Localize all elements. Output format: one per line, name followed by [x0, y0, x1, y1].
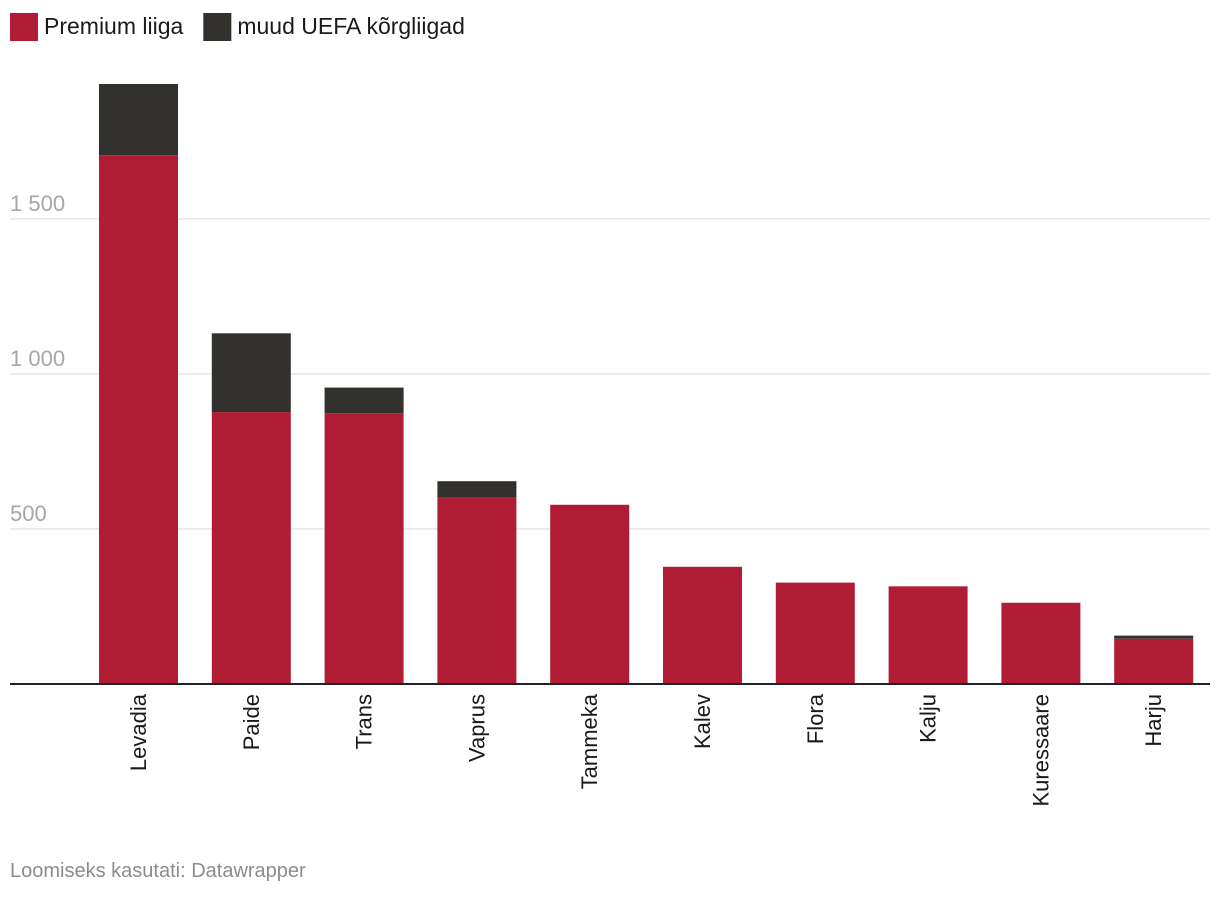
category-label-trans: Trans — [352, 694, 377, 749]
legend-swatch-2 — [203, 13, 232, 41]
bar-paide-series-1 — [211, 412, 291, 684]
category-labels: Levadia Paide Trans Vaprus Tammeka Kalev Flora… — [126, 693, 1166, 806]
bar-levadia-series-2 — [99, 84, 178, 156]
y-tick-label-500: 500 — [10, 501, 47, 526]
bars — [99, 84, 1194, 685]
legend: Premium liiga muud UEFA kõrgliigad — [10, 13, 465, 41]
bar-flora-series-1 — [775, 582, 855, 684]
bar-harju-series-1 — [1114, 638, 1194, 684]
legend-swatch-1 — [10, 13, 38, 41]
legend-label-2: muud UEFA kõrgliigad — [237, 13, 465, 39]
category-label-flora: Flora — [803, 693, 828, 744]
bar-vaprus-series-1 — [437, 497, 517, 684]
category-label-paide: Paide — [239, 694, 264, 750]
bar-kuressaare-series-1 — [1001, 602, 1081, 684]
bar-harju-series-2 — [1114, 635, 1194, 639]
bar-paide-series-2 — [211, 333, 291, 413]
y-tick-label-1000: 1 000 — [10, 346, 65, 371]
bar-vaprus-series-2 — [437, 481, 517, 498]
category-label-tammeka: Tammeka — [577, 693, 602, 789]
category-label-kalju: Kalju — [916, 694, 941, 743]
bar-kalju-series-1 — [888, 586, 968, 684]
bar-kalev-series-1 — [663, 566, 742, 684]
category-label-levadia: Levadia — [126, 693, 151, 771]
category-label-vaprus: Vaprus — [464, 694, 489, 762]
bar-tammeka-series-1 — [550, 504, 630, 684]
bar-trans-series-2 — [324, 387, 404, 414]
legend-label-1: Premium liiga — [44, 13, 184, 39]
grid: 500 1 000 1 500 — [10, 191, 1210, 530]
category-label-harju: Harju — [1141, 694, 1166, 747]
y-tick-label-1500: 1 500 — [10, 191, 65, 216]
credit-text: Loomiseks kasutati: Datawrapper — [10, 860, 306, 882]
bar-levadia-series-1 — [99, 155, 178, 685]
bar-trans-series-1 — [324, 413, 404, 684]
category-label-kalev: Kalev — [690, 694, 715, 749]
category-label-kuressaare: Kuressaare — [1028, 694, 1053, 807]
